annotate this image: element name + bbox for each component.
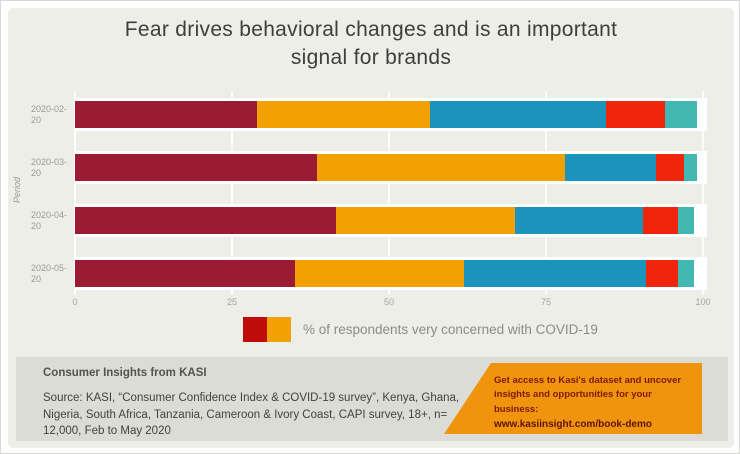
bar-row: [75, 204, 707, 237]
x-tick-label: 25: [226, 297, 238, 307]
bar-segment-teal: [677, 260, 694, 287]
x-tick-label: 100: [695, 297, 711, 307]
bar-segment-blue: [564, 154, 656, 181]
y-category-label: 2020-05-20: [31, 263, 68, 284]
cta-content: Get access to Kasi's dataset and uncover…: [494, 374, 696, 432]
y-category-label: 2020-02-20: [31, 104, 68, 125]
bar-segment-teal: [684, 154, 697, 181]
plot-area: [74, 91, 707, 295]
cta-callout: Get access to Kasi's dataset and uncover…: [444, 363, 702, 434]
y-category-label: 2020-03-20: [31, 157, 68, 178]
gridline: [74, 91, 76, 295]
legend: % of respondents very concerned with COV…: [243, 317, 598, 342]
legend-swatch-orange: [267, 317, 291, 342]
bar-segment-teal: [677, 207, 694, 234]
bar-segment-dark-red: [75, 154, 317, 181]
gridline: [545, 91, 547, 295]
y-category-label: 2020-04-20: [31, 210, 68, 231]
bar-segment-orange: [316, 154, 565, 181]
gridline: [388, 91, 390, 295]
bar-segment-orange: [257, 101, 430, 128]
bar-segment-blue: [464, 260, 647, 287]
footer-band: Consumer Insights from KASI Source: KASI…: [16, 357, 728, 441]
bar-row: [75, 98, 707, 131]
bar-row: [75, 151, 707, 184]
bar-segment-orange: [335, 207, 515, 234]
gridline: [702, 91, 704, 295]
x-tick-label: 75: [540, 297, 552, 307]
bar-segment-bright-red: [646, 260, 678, 287]
bar-segment-bright-red: [605, 101, 666, 128]
bar-row: [75, 257, 707, 290]
bar-segment-blue: [429, 101, 606, 128]
bar-segment-bright-red: [655, 154, 685, 181]
x-tick-label: 50: [383, 297, 395, 307]
bar-segment-dark-red: [75, 260, 295, 287]
cta-text: Get access to Kasi's dataset and uncover…: [494, 375, 682, 415]
bar-segment-dark-red: [75, 207, 336, 234]
bar-segment-orange: [294, 260, 465, 287]
gridline: [231, 91, 233, 295]
source-text: Source: KASI, “Consumer Confidence Index…: [43, 392, 460, 438]
legend-swatch-red: [243, 317, 267, 342]
y-axis-title: Period: [12, 177, 22, 204]
bar-segment-blue: [514, 207, 644, 234]
legend-label: % of respondents very concerned with COV…: [303, 322, 598, 337]
cta-link[interactable]: www.kasiinsight.com/book-demo: [494, 418, 652, 430]
bar-segment-dark-red: [75, 101, 258, 128]
footer-heading: Consumer Insights from KASI: [43, 367, 207, 379]
bar-segment-bright-red: [643, 207, 678, 234]
x-tick-label: 0: [72, 297, 78, 307]
bar-segment-teal: [665, 101, 697, 128]
chart-title: Fear drives behavioral changes and is an…: [124, 18, 618, 70]
